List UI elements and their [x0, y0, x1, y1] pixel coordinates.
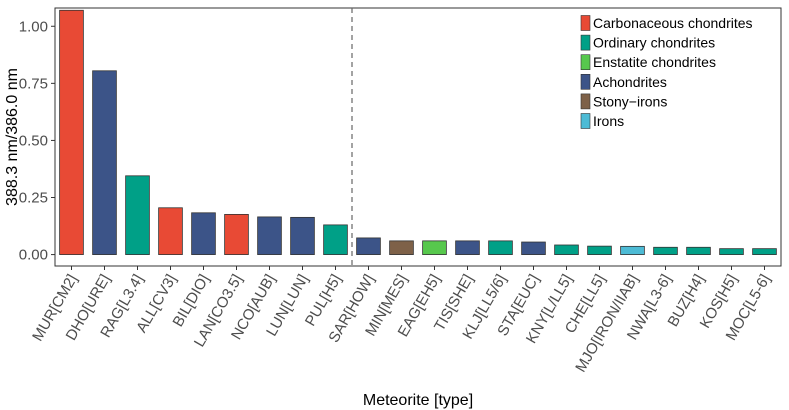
bar-moc-l5-6: [752, 248, 777, 255]
y-tick-label: 0.00: [19, 247, 48, 264]
bar-lun-lun: [290, 216, 315, 255]
y-tick-label: 0.25: [19, 190, 48, 207]
bar-sta-euc: [521, 241, 546, 255]
bar-tis-she: [455, 240, 480, 255]
legend-swatch-irons: [580, 113, 591, 129]
x-axis: MUR[CM2]DHO[URE]RAG[L3.4]ALL[CV3]BIL[DIO…: [29, 266, 774, 375]
bar-sar-how: [356, 237, 381, 255]
y-axis: 0.00 0.25 0.50 0.75 1.00: [19, 18, 55, 264]
legend-label-stony-irons: Stony−irons: [593, 93, 667, 109]
legend-swatch-ordinary-chondrites: [580, 34, 591, 51]
bar-mjo-iron-iiab: [620, 245, 645, 255]
legend-label-enstatite-chondrites: Enstatite chondrites: [593, 54, 716, 70]
legend-swatch-achondrites: [580, 74, 591, 90]
bar-mur-cm2: [59, 9, 84, 255]
bar-bil-dio: [191, 212, 216, 255]
y-axis-title: 388.3 nm/386.0 nm: [4, 68, 21, 206]
y-tick-label: 0.50: [19, 132, 48, 149]
y-tick-label: 1.00: [19, 18, 48, 35]
bar-nwa-l3-6: [653, 246, 678, 255]
y-tick-label: 0.75: [19, 75, 48, 92]
legend-label-carbonaceous-chondrites: Carbonaceous chondrites: [593, 15, 753, 31]
legend-label-irons: Irons: [593, 113, 624, 129]
legend-swatch-stony-irons: [580, 93, 591, 110]
x-axis-title: Meteorite [type]: [363, 392, 473, 409]
bar-kos-h5: [719, 248, 744, 255]
legend-label-achondrites: Achondrites: [593, 74, 667, 90]
bar-buz-h4: [686, 246, 711, 255]
bar-pul-h5: [323, 224, 348, 255]
bar-min-mes: [389, 240, 414, 255]
bar-dho-ure: [92, 70, 117, 255]
bar-rag-l3-4: [125, 175, 150, 255]
bar-nco-aub: [257, 216, 282, 255]
bar-all-cv3: [158, 207, 183, 255]
legend-label-ordinary-chondrites: Ordinary chondrites: [593, 35, 715, 51]
legend-swatch-carbonaceous-chondrites: [580, 15, 591, 31]
bar-lan-co3-5: [224, 213, 249, 255]
legend: Carbonaceous chondrites Ordinary chondrit…: [580, 15, 753, 129]
bar-kny-l-ll5: [554, 244, 579, 255]
bar-klj-ll5-6: [488, 240, 513, 255]
bar-eag-eh5: [422, 240, 447, 255]
bars-layer: [59, 9, 777, 255]
legend-swatch-enstatite-chondrites: [580, 54, 591, 71]
bar-che-ll5: [587, 245, 612, 255]
